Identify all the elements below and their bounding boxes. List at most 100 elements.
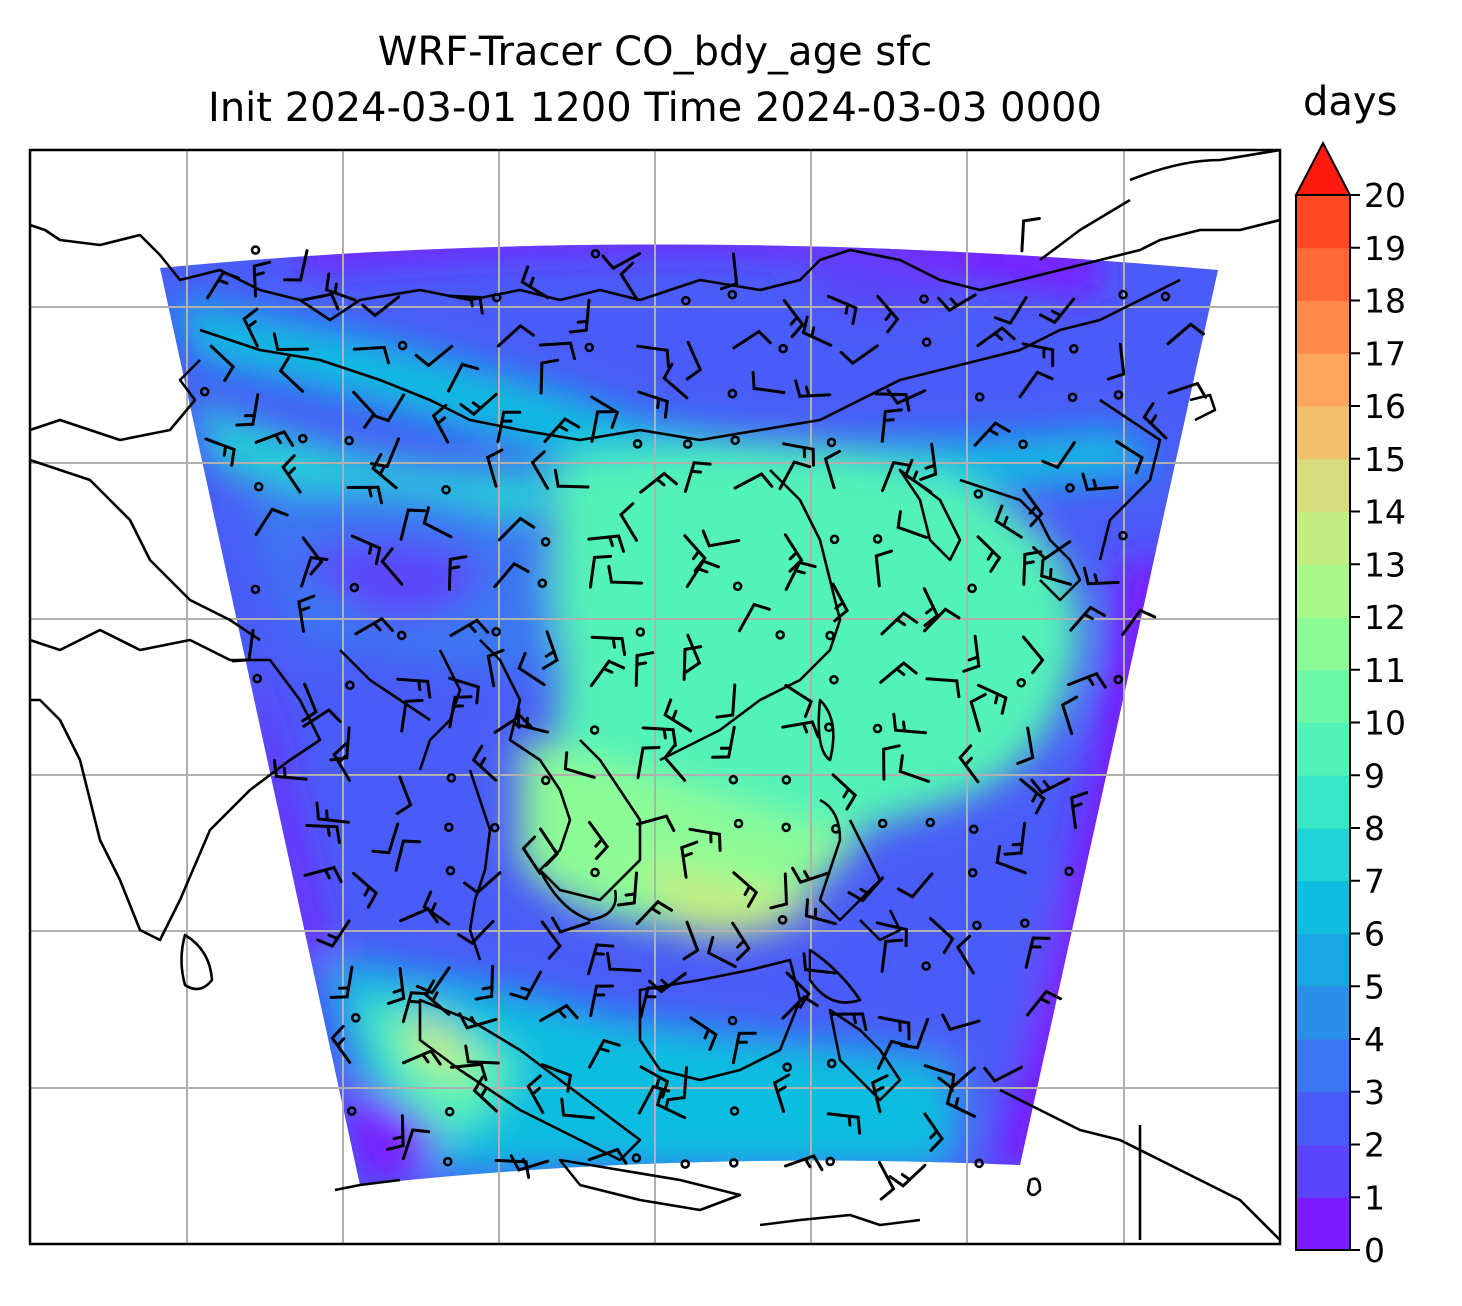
wind-barb-icon (1022, 550, 1043, 586)
wind-barb-icon (539, 1003, 579, 1023)
calm-circle-icon (826, 1058, 837, 1069)
wind-barb-icon (802, 952, 837, 975)
wind-barb-icon (1026, 989, 1062, 1017)
wind-barb-icon (831, 773, 858, 811)
wind-barb-icon (526, 1074, 545, 1115)
wind-barb-icon (300, 555, 329, 588)
colorbar-band (1296, 195, 1350, 249)
wind-barb-icon (386, 1114, 405, 1151)
wind-barb-icon (568, 298, 591, 334)
wind-barb-icon (350, 534, 382, 566)
wind-barb-icon (993, 296, 1028, 326)
wind-barb-icon (879, 661, 918, 684)
wind-barb-icon (346, 485, 383, 505)
colorbar-tick-label: 8 (1364, 809, 1385, 848)
wind-barb-icon (563, 751, 596, 779)
wind-barb-icon (823, 449, 842, 490)
calm-circle-icon (777, 915, 788, 925)
wind-barb-icon (973, 421, 1011, 447)
wind-barb-icon (1003, 821, 1027, 856)
wind-barb-icon (301, 682, 318, 723)
wind-barb-icon (881, 460, 911, 492)
wind-barb-icon (330, 1024, 352, 1064)
colorbar-tick-label: 9 (1364, 756, 1385, 795)
wind-barb-icon (332, 742, 351, 782)
wind-barb-icon (1022, 488, 1044, 528)
colorbar-tick-label: 0 (1364, 1231, 1385, 1270)
wind-barb-icon (870, 1074, 889, 1114)
calm-circle-icon (781, 822, 791, 833)
colorbar-band (1296, 880, 1350, 934)
calm-circle-icon (442, 1156, 453, 1167)
calm-circle-icon (540, 775, 551, 786)
calm-circle-icon (491, 626, 501, 637)
wind-barb-icon (783, 533, 804, 573)
wind-barb-icon (831, 1012, 868, 1031)
colorbar-extend-arrow (1294, 140, 1352, 196)
wind-barb-icon (1069, 605, 1106, 632)
calm-circle-icon (1065, 483, 1075, 493)
calm-circle-icon (250, 584, 261, 595)
wind-barb-icon (637, 1084, 671, 1115)
wind-barb-icon (380, 547, 404, 586)
calm-circle-icon (584, 342, 595, 353)
wind-barb-icon (485, 448, 504, 488)
calm-circle-icon (441, 484, 451, 495)
wind-barb-icon (847, 876, 885, 903)
wind-barb-icon (272, 332, 310, 352)
wind-barb-icon (1166, 322, 1205, 346)
wind-barb-icon (685, 559, 720, 588)
wind-barb-icon (1024, 936, 1051, 969)
graticule (30, 150, 1280, 1244)
wind-barb-icon (371, 452, 398, 490)
wind-barb-icon (517, 651, 546, 687)
colorbar-band (1296, 933, 1350, 987)
wind-barb-icon (831, 582, 849, 623)
wind-barb-icon (457, 920, 495, 946)
wind-barb-icon (794, 379, 832, 398)
wind-barb-icon (684, 633, 702, 674)
wind-barb-icon (619, 502, 638, 542)
wind-barb-icon (448, 676, 480, 705)
wind-barb-icon (923, 607, 961, 633)
colorbar-tick-label: 12 (1364, 598, 1406, 637)
wind-barb-icon (254, 429, 295, 447)
wind-barb-icon (305, 824, 341, 845)
wind-barb-icon (733, 472, 774, 490)
colorbar-tick-label: 16 (1364, 387, 1406, 426)
calm-circle-icon (727, 388, 738, 399)
wind-barb-icon (324, 272, 357, 302)
colorbar-band (1296, 828, 1350, 882)
wind-barb-icon (589, 984, 614, 1018)
wind-barb-icon (352, 345, 390, 365)
wind-barb-icon (619, 261, 639, 302)
wind-barb-icon (493, 561, 530, 589)
colorbar-tick-label: 20 (1364, 176, 1406, 215)
wind-barb-icon (424, 979, 451, 1016)
calm-circle-icon (732, 581, 743, 592)
calm-circle-icon (590, 867, 600, 878)
wind-barb-icon (496, 323, 535, 348)
wind-barb-icon (530, 450, 550, 490)
calm-circle-icon (1018, 439, 1028, 450)
wind-barb-icon (540, 1063, 573, 1093)
wind-barb-icon (886, 388, 927, 405)
wind-barb-icon (551, 916, 591, 934)
colorbar-tick-label: 2 (1364, 1126, 1385, 1165)
wind-barb-icon (937, 293, 977, 313)
wind-barb-icon (521, 835, 542, 875)
colorbar-tick-label: 10 (1364, 704, 1406, 743)
colorbar-band (1296, 722, 1350, 776)
wind-barb-icon (782, 442, 815, 467)
wind-barb-icon (663, 743, 687, 782)
wind-barb-icon (509, 1154, 550, 1172)
wind-barb-icon (892, 712, 927, 735)
wind-barb-icon (801, 315, 833, 347)
title-line-2: Init 2024-03-01 1200 Time 2024-03-03 000… (208, 85, 1102, 131)
calm-circle-icon (872, 534, 883, 544)
wind-barb-icon (874, 392, 911, 412)
wind-barb-icon (401, 991, 429, 1024)
calm-circle-icon (444, 822, 454, 833)
wind-barb-icon (781, 994, 819, 1020)
wind-barb-icon (431, 403, 450, 444)
